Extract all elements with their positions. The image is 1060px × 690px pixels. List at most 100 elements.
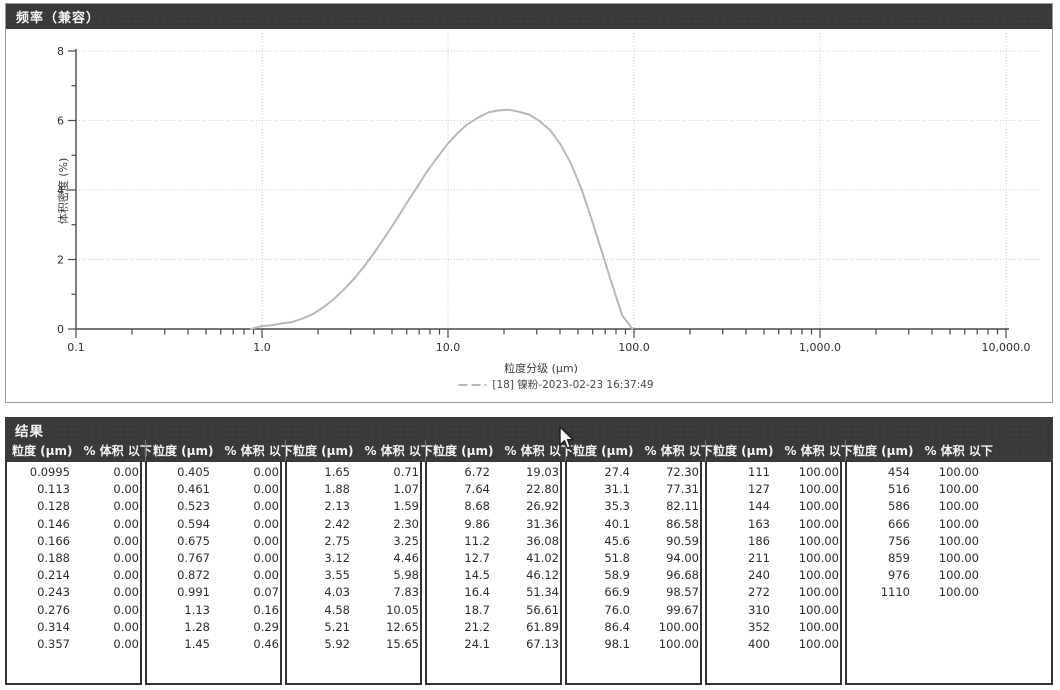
table-row: 666 100.00 — [847, 516, 1051, 533]
table-row: 0.461 0.00 — [147, 481, 280, 498]
size-value: 18.7 — [464, 602, 490, 617]
size-value: 7.64 — [464, 482, 490, 497]
pct-column-header: % 体积 以下 — [224, 444, 293, 458]
size-value: 240 — [748, 568, 770, 583]
size-value: 0.405 — [177, 465, 210, 479]
x-tick-label: 1,000.0 — [799, 341, 841, 354]
size-value: 1110 — [880, 585, 910, 600]
table-row: 1.45 0.46 — [147, 636, 280, 653]
pct-volume-under-value: 100.00 — [938, 482, 979, 497]
pct-volume-under-value: 15.65 — [386, 636, 419, 651]
size-column-header: 粒度 (µm) — [433, 444, 494, 458]
pct-volume-under-value: 67.13 — [526, 636, 559, 651]
size-value: 40.1 — [604, 516, 630, 531]
size-value: 586 — [888, 499, 910, 514]
table-row: 3.12 4.46 — [287, 550, 420, 567]
table-row: 0.523 0.00 — [147, 498, 280, 515]
table-row: 0.594 0.00 — [147, 516, 280, 533]
x-axis-label: 粒度分级 (µm) — [504, 362, 578, 375]
pct-volume-under-value: 100.00 — [658, 619, 699, 634]
legend-label: [18] 镍粉-2023-02-23 16:37:49 — [492, 379, 654, 391]
size-value: 211 — [748, 550, 770, 565]
table-row: 14.5 46.12 — [427, 567, 560, 584]
y-tick-label: 4 — [57, 184, 64, 197]
pct-volume-under-value: 1.07 — [393, 482, 419, 497]
size-value: 86.4 — [604, 619, 630, 634]
size-value: 1.13 — [184, 602, 210, 617]
size-value: 98.1 — [604, 636, 630, 651]
table-row: 31.1 77.31 — [567, 481, 700, 498]
size-value: 11.2 — [464, 533, 490, 548]
table-row: 51.8 94.00 — [567, 550, 700, 567]
table-row: 0.214 0.00 — [7, 567, 140, 584]
size-value: 272 — [748, 585, 770, 600]
pct-volume-under-value: 22.80 — [526, 482, 559, 497]
pct-volume-under-value: 0.00 — [253, 482, 279, 497]
size-value: 27.4 — [604, 465, 630, 479]
pct-volume-under-value: 0.00 — [113, 516, 139, 531]
pct-volume-under-value: 100.00 — [798, 585, 839, 600]
size-value: 0.314 — [37, 619, 70, 634]
y-axis-ticks — [68, 50, 76, 330]
table-row: 186 100.00 — [707, 533, 840, 550]
table-row: 3.55 5.98 — [287, 567, 420, 584]
size-value: 0.166 — [37, 533, 70, 548]
pct-volume-under-value: 4.46 — [393, 550, 419, 565]
size-value: 186 — [748, 533, 770, 548]
pct-volume-under-value: 86.58 — [666, 516, 699, 531]
size-column-header: 粒度 (µm) — [293, 444, 354, 458]
size-value: 24.1 — [464, 636, 490, 651]
results-column-box: 0.405 0.00 0.461 0.00 0.523 0.00 0.594 0.00 0.67… — [145, 462, 282, 685]
y-tick-label: 2 — [57, 254, 64, 267]
size-value: 3.12 — [324, 550, 350, 565]
size-value: 66.9 — [604, 585, 630, 600]
size-value: 454 — [888, 465, 910, 479]
pct-volume-under-value: 0.07 — [253, 585, 279, 600]
pct-volume-under-value: 100.00 — [798, 568, 839, 583]
pct-volume-under-value: 100.00 — [798, 602, 839, 617]
pct-volume-under-value: 0.00 — [113, 619, 139, 634]
pct-volume-under-value: 0.00 — [113, 499, 139, 514]
results-column-box: 1.65 0.71 1.88 1.07 2.13 1.59 2.42 2.30 2.75 3.25… — [285, 462, 422, 685]
table-row: 0.872 0.00 — [147, 567, 280, 584]
results-table: 0.0995 0.00 0.113 0.00 0.128 0.00 0.146 0.00 0.1… — [5, 462, 1053, 685]
pct-volume-under-value: 1.59 — [393, 499, 419, 514]
x-tick-labels: 0.1 1.0 10.0 100.0 1,000.0 10,000.0 — [67, 341, 1030, 354]
horizontal-gridlines — [76, 50, 1042, 260]
pct-volume-under-value: 3.25 — [393, 533, 419, 548]
pct-volume-under-value: 0.00 — [113, 550, 139, 565]
pct-volume-under-value: 5.98 — [393, 568, 419, 583]
pct-volume-under-value: 0.00 — [113, 482, 139, 497]
size-value: 666 — [888, 516, 910, 531]
size-value: 0.991 — [177, 585, 210, 600]
results-column-box: 111 100.00 127 100.00 144 100.00 163 100.00 186 1… — [705, 462, 842, 685]
size-value: 1.28 — [184, 619, 210, 634]
size-value: 0.461 — [177, 482, 210, 497]
table-row: 6.72 19.03 — [427, 464, 560, 481]
pct-column-header: % 体积 以下 — [924, 444, 993, 458]
size-value: 0.146 — [37, 516, 70, 531]
table-row: 11.2 36.08 — [427, 533, 560, 550]
x-tick-label: 10.0 — [436, 341, 461, 354]
chart-canvas: 0.1 1.0 10.0 100.0 1,000.0 10,000.0 0 2 4 6 8 — [57, 33, 1042, 354]
size-value: 16.4 — [464, 585, 490, 600]
size-column-header: 粒度 (µm) — [12, 444, 73, 458]
size-value: 51.8 — [604, 550, 630, 565]
y-tick-label: 8 — [57, 45, 64, 58]
table-row: 144 100.00 — [707, 498, 840, 515]
table-row: 272 100.00 — [707, 584, 840, 601]
table-row: 127 100.00 — [707, 481, 840, 498]
pct-volume-under-value: 100.00 — [798, 636, 839, 651]
pct-volume-under-value: 56.61 — [526, 602, 559, 617]
table-row: 163 100.00 — [707, 516, 840, 533]
results-panel-title: 结果 — [15, 424, 44, 440]
table-row: 8.68 26.92 — [427, 498, 560, 515]
size-value: 1.65 — [324, 465, 350, 479]
table-row: 0.188 0.00 — [7, 550, 140, 567]
table-row: 4.58 10.05 — [287, 602, 420, 619]
pct-volume-under-value: 0.00 — [113, 636, 139, 651]
pct-volume-under-value: 12.65 — [386, 619, 419, 634]
pct-volume-under-value: 77.31 — [666, 482, 699, 497]
pct-column-header: % 体积 以下 — [784, 444, 853, 458]
pct-volume-under-value: 100.00 — [938, 568, 979, 583]
